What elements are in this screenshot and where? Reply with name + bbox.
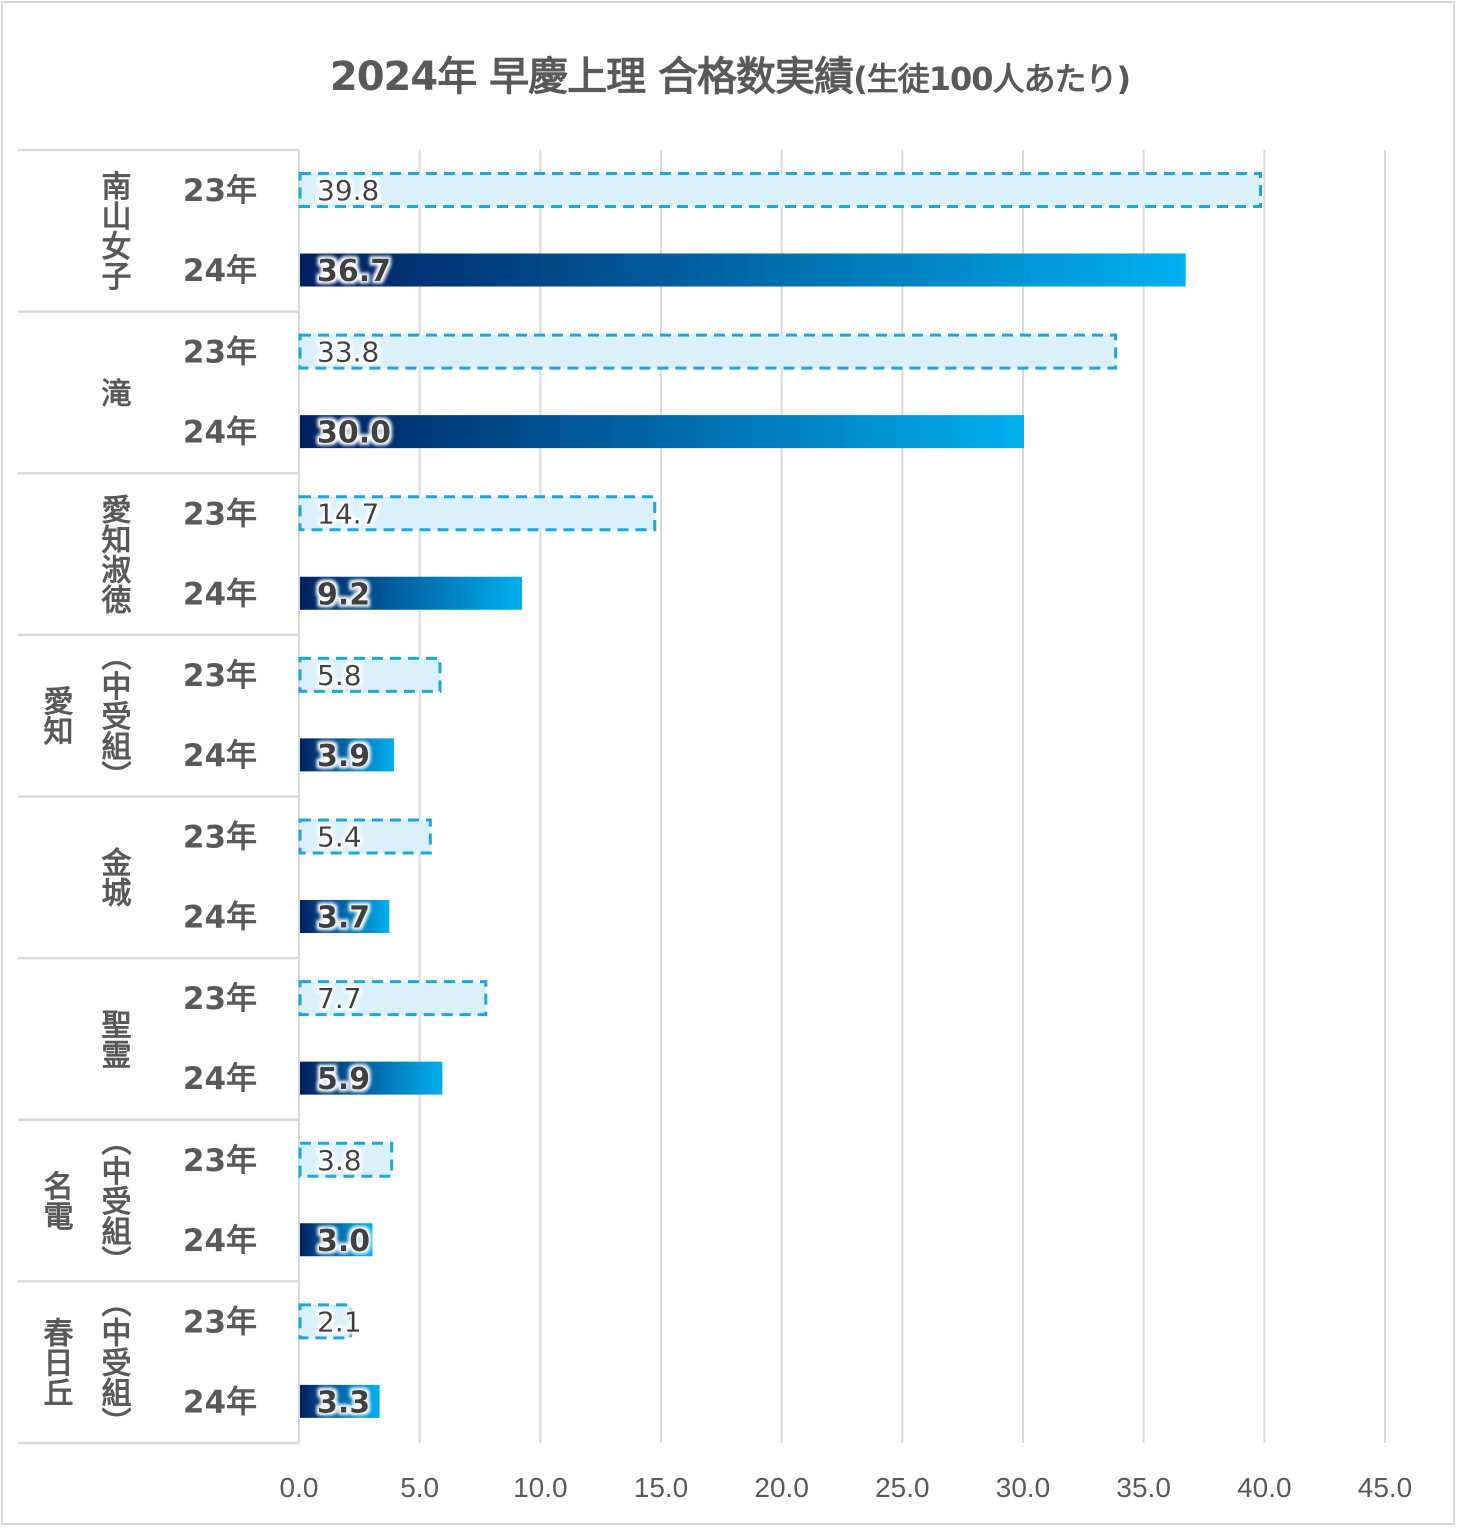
data-label-24: 36.7	[317, 254, 391, 289]
category-label-group: （中受組）	[96, 1126, 132, 1276]
category-label-year: 23年	[183, 173, 257, 209]
category-label-year: 24年	[183, 576, 257, 612]
bar-23	[298, 495, 657, 532]
x-tick-label: 20.0	[754, 1472, 809, 1503]
data-label-23: 3.8	[317, 1144, 362, 1177]
category-label-group: （中受組）	[96, 1287, 132, 1437]
data-label-24: 5.9	[317, 1062, 370, 1097]
bar-23	[298, 1303, 353, 1340]
x-tick-label: 40.0	[1237, 1472, 1292, 1503]
bar-24	[300, 738, 395, 772]
category-label-group: 聖霊	[96, 1009, 132, 1069]
category-label-group: 金城	[96, 847, 133, 909]
bar-24	[300, 1223, 373, 1257]
category-label-year: 24年	[183, 1384, 257, 1420]
bar-23	[298, 1141, 394, 1178]
bar-23	[298, 333, 1118, 370]
category-label-year: 23年	[183, 1143, 257, 1179]
category-label-year: 24年	[183, 1223, 257, 1259]
data-label-23: 5.8	[317, 659, 362, 692]
x-tick-label: 10.0	[513, 1472, 568, 1503]
category-label-year: 24年	[183, 738, 257, 774]
chart-title-main: 2024年 早慶上理 合格数実績	[329, 54, 854, 100]
data-label-23: 5.4	[317, 821, 362, 854]
bar-24	[300, 900, 390, 933]
category-label-year: 23年	[183, 658, 257, 694]
category-label-group: 春日丘	[38, 1317, 74, 1407]
x-tick-label: 30.0	[996, 1472, 1051, 1503]
category-label-year: 24年	[183, 900, 257, 936]
bar-24	[300, 1384, 380, 1418]
category-label-year: 23年	[183, 496, 257, 532]
category-label-group: 愛知淑徳	[96, 494, 133, 614]
category-label-group: 南山女子	[96, 171, 132, 291]
data-label-24: 9.2	[317, 577, 370, 612]
category-label-group: （中受組）	[96, 641, 132, 791]
bars	[298, 172, 1263, 1418]
category-label-year: 24年	[183, 415, 257, 451]
category-label-group: 愛知	[38, 686, 74, 746]
x-tick-label: 15.0	[634, 1472, 689, 1503]
bar-24	[300, 415, 1024, 449]
x-tick-label: 35.0	[1116, 1472, 1171, 1503]
bar-24	[300, 1061, 443, 1095]
data-label-23: 7.7	[317, 982, 362, 1015]
data-label-24: 3.0	[317, 1224, 370, 1259]
category-label-year: 23年	[183, 981, 257, 1017]
bar-23	[298, 818, 432, 855]
data-label-23: 39.8	[317, 174, 379, 207]
data-label-24: 30.0	[317, 416, 391, 451]
bar-23	[298, 980, 488, 1017]
category-label-year: 24年	[183, 1061, 257, 1097]
data-label-24: 3.7	[317, 901, 370, 936]
data-labels: 39.8 36.7 33.8 30.0 14.7 9.2 5.8 3.9 5.4 3.7 7.7 5.…	[317, 174, 391, 1420]
data-label-23: 33.8	[317, 336, 379, 369]
category-label-year: 24年	[183, 253, 257, 289]
data-label-24: 3.3	[317, 1385, 370, 1420]
data-label-23: 2.1	[317, 1305, 362, 1338]
chart-title: 2024年 早慶上理 合格数実績(生徒100人あたり)	[0, 44, 1460, 102]
x-tick-label: 45.0	[1358, 1472, 1413, 1503]
bar-23	[298, 656, 442, 693]
category-label-year: 23年	[183, 335, 257, 371]
x-tick-label: 25.0	[875, 1472, 930, 1503]
bar-24	[300, 253, 1186, 287]
bar-24	[300, 576, 523, 610]
x-tick-label: 5.0	[400, 1472, 439, 1503]
category-label-year: 23年	[183, 1304, 257, 1340]
bar-23	[298, 172, 1263, 208]
data-label-24: 3.9	[317, 739, 370, 774]
x-axis-ticks: 0.0 5.0 10.0 15.0 20.0 25.0 30.0 35.0 40.0 45.0	[280, 1472, 1413, 1503]
category-label-year: 23年	[183, 820, 257, 856]
category-label-group: 滝	[96, 377, 132, 407]
category-label-group: 名電	[38, 1171, 74, 1231]
x-tick-label: 0.0	[280, 1472, 319, 1503]
data-label-23: 14.7	[317, 497, 379, 530]
chart-subtitle: (生徒100人あたり)	[853, 60, 1131, 98]
